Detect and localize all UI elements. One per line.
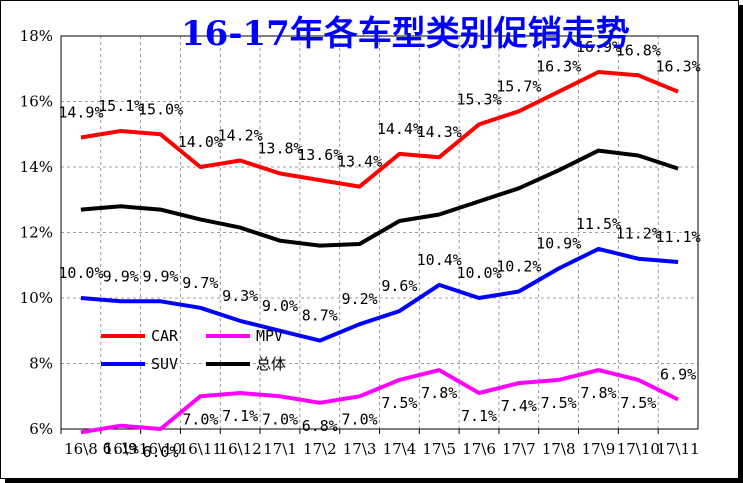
data-label: 15.3% bbox=[456, 90, 501, 108]
series-line-SUV bbox=[80, 246, 679, 343]
x-tick-label: 17\3 bbox=[343, 440, 377, 458]
data-label: 15.7% bbox=[496, 77, 541, 95]
data-label: 7.0% bbox=[262, 410, 298, 428]
legend-label: SUV bbox=[151, 355, 178, 373]
data-label: 15.0% bbox=[138, 100, 183, 118]
line-chart: 6% 8% 10% 12% 14% 16% 18% 16\8 16\9 16\1016\1116\… bbox=[20, 14, 701, 461]
data-label: 13.6% bbox=[297, 146, 342, 164]
data-label: 16.9% bbox=[576, 38, 621, 56]
data-label: 10.0% bbox=[456, 264, 501, 282]
data-label: 6.0% bbox=[142, 443, 178, 461]
data-label: 9.7% bbox=[182, 274, 218, 292]
series-line-CAR bbox=[80, 70, 679, 189]
legend: CAR MPV SUV 总体 bbox=[101, 327, 286, 373]
data-label: 13.8% bbox=[257, 140, 302, 158]
x-tick-label: 16\9 bbox=[104, 440, 138, 458]
data-label: 7.8% bbox=[580, 384, 616, 402]
legend-label: CAR bbox=[151, 327, 179, 345]
data-label: 9.0% bbox=[262, 297, 298, 315]
data-labels: 14.9%15.1%15.0% 14.0%14.2%13.8%13.6%13.4%… bbox=[58, 38, 700, 461]
data-label: 9.3% bbox=[222, 287, 258, 305]
legend-label: MPV bbox=[256, 327, 283, 345]
x-tick-label: 16\11 bbox=[179, 440, 222, 458]
data-label: 11.2% bbox=[616, 225, 661, 243]
data-label: 10.9% bbox=[536, 235, 581, 253]
data-label: 8.7% bbox=[302, 307, 338, 325]
data-label: 7.5% bbox=[381, 394, 417, 412]
data-label: 7.5% bbox=[541, 394, 577, 412]
x-tick-label: 17\10 bbox=[617, 440, 660, 458]
y-tick-label: 8% bbox=[29, 355, 53, 373]
x-tick-label: 17\5 bbox=[422, 440, 456, 458]
y-tick-label: 12% bbox=[20, 224, 53, 242]
data-label: 14.9% bbox=[58, 104, 103, 122]
data-label: 10.0% bbox=[58, 264, 103, 282]
x-tick-label: 16\10 bbox=[139, 440, 182, 458]
data-label: 7.1% bbox=[222, 407, 258, 425]
data-label: 9.9% bbox=[103, 267, 139, 285]
x-tick-label: 17\1 bbox=[263, 440, 297, 458]
x-tick-label: 17\4 bbox=[383, 440, 417, 458]
y-tick-label: 16% bbox=[20, 93, 53, 111]
data-label: 10.4% bbox=[417, 251, 462, 269]
data-label: 7.8% bbox=[421, 384, 457, 402]
x-tick-label: 17\6 bbox=[462, 440, 496, 458]
data-label: 7.0% bbox=[342, 410, 378, 428]
data-label: 14.3% bbox=[417, 123, 462, 141]
data-label: 16.3% bbox=[536, 58, 581, 76]
data-label: 13.4% bbox=[337, 153, 382, 171]
y-tick-label: 10% bbox=[20, 289, 53, 307]
x-tick-label: 17\8 bbox=[542, 440, 576, 458]
x-tick-label: 17\9 bbox=[582, 440, 616, 458]
x-tick-label: 16\12 bbox=[219, 440, 262, 458]
data-label: 7.1% bbox=[461, 407, 497, 425]
data-label: 14.4% bbox=[377, 120, 422, 138]
x-tick-label: 17\7 bbox=[502, 440, 536, 458]
axes: 6% 8% 10% 12% 14% 16% 18% 16\8 16\9 16\1016\1116\… bbox=[20, 27, 700, 458]
data-label: 14.0% bbox=[178, 133, 223, 151]
data-label: 15.1% bbox=[98, 97, 143, 115]
y-tick-label: 6% bbox=[29, 420, 53, 438]
data-label: 11.1% bbox=[656, 228, 701, 246]
x-tick-label: 17\11 bbox=[656, 440, 699, 458]
data-label: 7.5% bbox=[620, 394, 656, 412]
data-label: 9.6% bbox=[381, 277, 417, 295]
data-label: 6.8% bbox=[302, 417, 338, 435]
series-lines bbox=[80, 70, 679, 435]
data-label: 7.4% bbox=[501, 397, 537, 415]
data-label: 9.2% bbox=[342, 290, 378, 308]
data-label: 11.5% bbox=[576, 215, 621, 233]
legend-label: 总体 bbox=[256, 355, 286, 373]
data-label: 16.3% bbox=[656, 58, 701, 76]
chart-title: 16-17年各车型类别促销走势 bbox=[181, 14, 630, 54]
data-label: 14.2% bbox=[218, 126, 263, 144]
data-label: 7.0% bbox=[182, 410, 218, 428]
x-tick-label: 16\8 bbox=[64, 440, 98, 458]
y-tick-label: 14% bbox=[20, 158, 53, 176]
y-tick-label: 18% bbox=[20, 27, 53, 45]
data-label: 10.2% bbox=[496, 257, 541, 275]
x-tick-label: 17\2 bbox=[303, 440, 337, 458]
data-label: 6.9% bbox=[660, 366, 696, 384]
data-label: 16.8% bbox=[616, 41, 661, 59]
data-label: 9.9% bbox=[142, 267, 178, 285]
data-label: 6.1% bbox=[103, 440, 139, 458]
series-line-总体 bbox=[80, 148, 679, 248]
series-line-MPV bbox=[80, 368, 679, 435]
